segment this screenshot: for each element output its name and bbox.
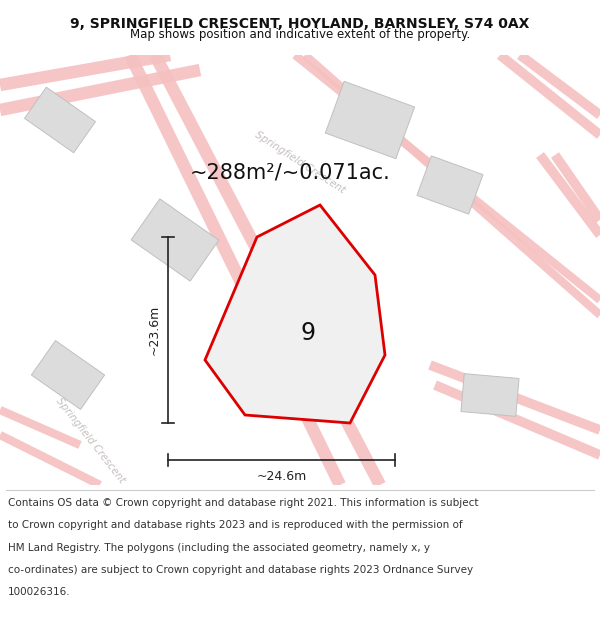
Text: ~23.6m: ~23.6m [148, 305, 161, 355]
Polygon shape [205, 205, 385, 423]
Polygon shape [31, 341, 104, 409]
Text: HM Land Registry. The polygons (including the associated geometry, namely x, y: HM Land Registry. The polygons (includin… [8, 542, 430, 552]
Text: ~288m²/~0.071ac.: ~288m²/~0.071ac. [190, 163, 391, 183]
Text: Map shows position and indicative extent of the property.: Map shows position and indicative extent… [130, 28, 470, 41]
Polygon shape [461, 374, 519, 416]
Text: 9: 9 [301, 321, 316, 345]
Text: 100026316.: 100026316. [8, 587, 70, 597]
Polygon shape [25, 88, 95, 152]
Polygon shape [131, 199, 219, 281]
Polygon shape [325, 81, 415, 159]
Text: co-ordinates) are subject to Crown copyright and database rights 2023 Ordnance S: co-ordinates) are subject to Crown copyr… [8, 564, 473, 574]
Polygon shape [417, 156, 483, 214]
Text: to Crown copyright and database rights 2023 and is reproduced with the permissio: to Crown copyright and database rights 2… [8, 521, 463, 531]
Text: Springfield Crescent: Springfield Crescent [53, 396, 127, 484]
Text: 9, SPRINGFIELD CRESCENT, HOYLAND, BARNSLEY, S74 0AX: 9, SPRINGFIELD CRESCENT, HOYLAND, BARNSL… [70, 16, 530, 31]
Text: ~24.6m: ~24.6m [256, 469, 307, 482]
Text: Contains OS data © Crown copyright and database right 2021. This information is : Contains OS data © Crown copyright and d… [8, 498, 478, 508]
Text: Springfield Crescent: Springfield Crescent [253, 130, 347, 196]
